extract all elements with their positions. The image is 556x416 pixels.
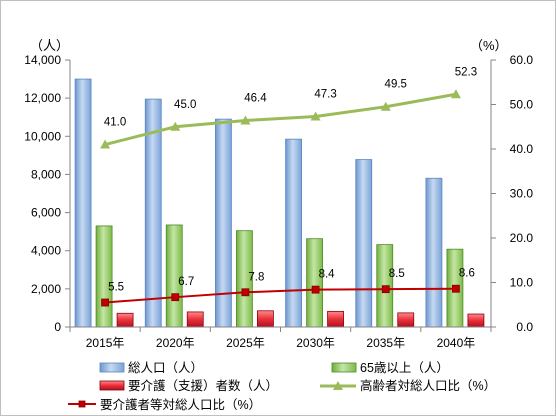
legend-label-care-ratio: 要介護者等対総人口比（%） (100, 397, 261, 412)
bar-care-recipients (397, 312, 415, 328)
right-axis-tick-label: 40.0 (510, 142, 534, 156)
right-axis-tick-label: 10.0 (510, 276, 534, 290)
bar-total-population (74, 78, 92, 328)
data-label-elderly-ratio: 45.0 (174, 99, 196, 111)
bar-total-population (285, 138, 302, 328)
bar-total-population (355, 159, 373, 328)
right-axis-tick-label: 20.0 (510, 231, 534, 245)
left-axis-tick-label: 2,000 (31, 282, 61, 296)
left-axis-tick-label: 12,000 (24, 91, 61, 105)
legend-label-care-recipients: 要介護（支援）者数（人） (128, 378, 278, 393)
x-axis-ticks: 2015年 2020年 2025年 2030年 2035年 2040年 (69, 327, 492, 350)
marker-elderly-ratio (310, 111, 321, 121)
bar-care-recipients (327, 310, 344, 328)
marker-care-ratio (241, 288, 250, 297)
left-axis-tick-label: 10,000 (24, 129, 61, 143)
data-label-elderly-ratio: 52.3 (455, 66, 477, 78)
x-axis-category-label: 2020年 (156, 336, 195, 350)
line-care-ratio (105, 287, 456, 304)
line-elderly-ratio (104, 92, 457, 147)
bar-care-recipients (186, 311, 204, 328)
line-series (100, 89, 461, 307)
x-axis-category-label: 2035年 (366, 336, 405, 350)
data-label-elderly-ratio: 49.5 (385, 79, 407, 91)
data-label-elderly-ratio: 47.3 (314, 89, 336, 101)
bar-aged-65-plus (306, 238, 323, 328)
left-axis-tick-label: 4,000 (31, 244, 61, 258)
x-axis-category-label: 2015年 (86, 336, 125, 350)
legend-swatch-aged-65-plus (331, 362, 357, 373)
marker-care-ratio (101, 298, 109, 307)
legend: 総人口（人） 65歳以上（人） 要介護（支援）者数（人） 高齢者対総人口比（%）… (68, 361, 496, 412)
right-axis-tick-label: 60.0 (510, 53, 534, 67)
data-label-elderly-ratio: 41.0 (104, 117, 126, 129)
bar-series (74, 78, 485, 328)
legend-label-aged-65-plus: 65歳以上（人） (360, 361, 449, 375)
bar-aged-65-plus (95, 225, 113, 328)
left-axis-tick-label: 0 (54, 320, 61, 334)
left-axis-unit: （人） (30, 38, 69, 53)
bar-care-recipients (257, 310, 274, 328)
x-axis-category-label: 2030年 (296, 336, 335, 350)
data-label-care-ratio: 5.5 (108, 282, 124, 294)
marker-care-ratio (311, 285, 320, 294)
legend-swatch-total-population (99, 362, 125, 373)
bar-total-population (215, 118, 232, 328)
legend-label-elderly-ratio: 高齢者対総人口比（%） (360, 378, 496, 393)
bar-care-recipients (467, 313, 485, 328)
data-labels: 41.0 45.0 46.4 47.3 49.5 52.3 5.5 6.7 7.8 8.4 8.5 8… (104, 66, 477, 293)
marker-elderly-ratio (100, 139, 111, 149)
legend-marker-care-ratio (78, 400, 86, 408)
right-axis-tick-label: 0.0 (516, 320, 533, 334)
data-label-care-ratio: 8.5 (389, 268, 405, 280)
right-axis-ticks: 0.0 10.0 20.0 30.0 40.0 50.0 60.0 (491, 53, 533, 334)
marker-elderly-ratio (450, 89, 461, 99)
legend-marker-elderly-ratio (333, 381, 343, 390)
data-label-care-ratio: 8.6 (459, 268, 475, 280)
left-axis-ticks: 0 2,000 4,000 6,000 8,000 10,000 12,000 14,000 (24, 53, 70, 334)
x-axis-category-label: 2025年 (226, 336, 265, 350)
marker-care-ratio (452, 284, 460, 293)
data-label-care-ratio: 8.4 (319, 269, 336, 281)
marker-care-ratio (381, 285, 390, 294)
left-axis-tick-label: 6,000 (31, 206, 61, 220)
marker-elderly-ratio (380, 101, 391, 111)
left-axis-tick-label: 14,000 (24, 53, 61, 67)
x-axis-category-label: 2040年 (437, 336, 476, 350)
legend-swatch-care-recipients (99, 380, 125, 391)
right-axis-tick-label: 50.0 (510, 98, 534, 112)
data-label-elderly-ratio: 46.4 (244, 93, 267, 105)
left-axis-tick-label: 8,000 (31, 167, 61, 181)
marker-care-ratio (171, 293, 180, 302)
data-label-care-ratio: 6.7 (178, 276, 194, 288)
marker-elderly-ratio (170, 121, 181, 131)
bar-care-recipients (116, 312, 134, 328)
bar-total-population (425, 177, 443, 328)
right-axis-tick-label: 30.0 (510, 187, 534, 201)
data-label-care-ratio: 7.8 (248, 271, 264, 283)
marker-elderly-ratio (240, 115, 251, 125)
right-axis-unit: （%） (470, 38, 508, 53)
legend-label-total-population: 総人口（人） (128, 361, 203, 375)
